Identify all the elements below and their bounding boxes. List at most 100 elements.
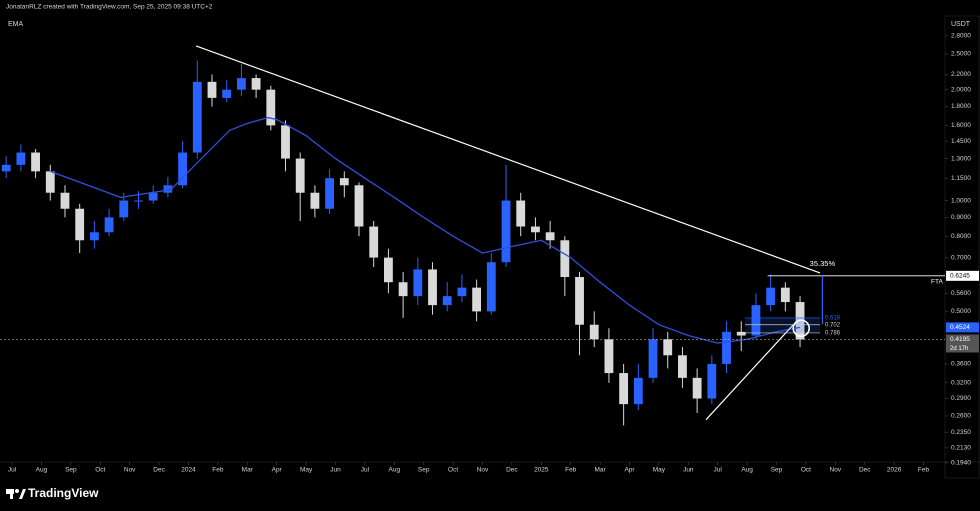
candle-body	[545, 232, 555, 241]
y-tick-label: 0.1940	[951, 460, 971, 467]
brand: TradingView	[28, 486, 99, 500]
candle-body	[766, 287, 776, 306]
candle-body	[31, 152, 40, 172]
y-tick-label: 2.5000	[951, 51, 971, 58]
y-tick-label: 0.5600	[951, 290, 971, 297]
ema-price-label-box	[946, 322, 979, 333]
candle-body	[236, 78, 246, 90]
y-tick-label: 0.2350	[951, 429, 971, 436]
logo-part	[10, 489, 13, 499]
countdown-box	[946, 344, 979, 353]
x-tick-label: Jun	[330, 467, 341, 474]
x-tick-label: Sep	[418, 467, 430, 474]
candle-body	[633, 377, 643, 405]
candle-body	[163, 185, 173, 193]
x-tick-label: Oct	[448, 467, 458, 474]
candle-body	[663, 339, 673, 356]
x-tick-label: Aug	[741, 467, 753, 474]
x-tick-label: Dec	[153, 467, 165, 474]
x-tick-label: Nov	[477, 467, 489, 474]
candle-body	[104, 217, 114, 233]
x-tick-label: Feb	[565, 467, 577, 474]
candle-body	[442, 296, 452, 306]
candle-body	[648, 339, 658, 378]
candle-body	[736, 331, 746, 336]
candle-body	[413, 269, 423, 297]
candle-body	[369, 226, 379, 258]
candle-body	[501, 200, 511, 263]
candle-body	[339, 178, 349, 186]
fib-label: 0.786	[825, 331, 841, 337]
x-tick-label: Mar	[242, 467, 254, 474]
x-tick-label: Aug	[389, 467, 401, 474]
last-price-label-box	[946, 334, 979, 345]
x-tick-label: 2025	[534, 467, 549, 474]
y-tick-label: 0.2900	[951, 395, 971, 402]
x-tick-label: Aug	[36, 467, 48, 474]
y-tick-label: 1.3000	[951, 155, 971, 162]
candle-body	[398, 282, 408, 297]
x-tick-label: Jul	[8, 467, 17, 474]
x-tick-label: Apr	[624, 467, 635, 474]
y-tick-label: 0.3600	[951, 361, 971, 368]
candle-body	[486, 262, 496, 312]
x-tick-label: Nov	[124, 467, 136, 474]
candle-body	[1, 164, 11, 172]
y-tick-label: 1.0000	[951, 197, 971, 204]
attribution: JonatanRLZ created with TradingView.com,…	[6, 4, 213, 11]
y-tick-label: 0.9000	[951, 214, 971, 221]
candle-body	[45, 171, 55, 193]
y-tick-label: 1.8000	[951, 103, 971, 110]
candle-body	[281, 125, 290, 159]
logo	[6, 489, 26, 499]
y-tick-label: 0.8000	[951, 233, 971, 240]
indicator-legend: EMA	[8, 21, 24, 28]
trendline	[195, 45, 821, 274]
x-tick-label: May	[300, 467, 313, 474]
candle-body	[692, 377, 702, 399]
ema-line	[50, 116, 801, 344]
fta-price-label-box	[946, 270, 979, 281]
candle-body	[251, 78, 261, 90]
y-tick-label: 0.2600	[951, 413, 971, 420]
y-tick-label: 1.6000	[951, 122, 971, 129]
candle-body	[119, 200, 129, 218]
x-tick-label: Feb	[918, 467, 930, 474]
y-tick-label: 2.8000	[951, 33, 971, 40]
candle-body	[178, 152, 188, 186]
logo-part	[19, 489, 26, 499]
price-axis	[944, 15, 980, 479]
ema-price-label: 0.4524	[950, 324, 970, 331]
x-tick-label: Oct	[801, 467, 811, 474]
candle-body	[722, 331, 731, 364]
x-tick-label: Jun	[683, 467, 694, 474]
candle-body	[295, 158, 305, 193]
candle-body	[604, 339, 614, 374]
y-tick-label: 2.0000	[951, 86, 971, 93]
candle-body	[310, 192, 320, 209]
y-tick-label: 1.4500	[951, 138, 971, 145]
fib-label: 0.618	[825, 316, 841, 322]
candle-body	[619, 373, 629, 405]
currency: USDT	[951, 21, 971, 28]
countdown: 2d 17h	[950, 346, 968, 352]
x-tick-label: Feb	[212, 467, 224, 474]
y-tick-label: 1.1500	[951, 175, 971, 182]
y-tick-label: 0.2130	[951, 445, 971, 452]
x-tick-label: Sep	[771, 467, 783, 474]
x-tick-label: May	[653, 467, 666, 474]
x-tick-label: Jul	[361, 467, 370, 474]
y-tick-label: 0.5000	[951, 308, 971, 315]
y-tick-label: 0.7000	[951, 254, 971, 261]
x-tick-label: 2026	[887, 467, 902, 474]
logo-part	[15, 489, 19, 493]
candle-body	[428, 269, 437, 306]
candle-body	[354, 185, 364, 227]
x-tick-label: Mar	[595, 467, 607, 474]
x-tick-label: Jul	[714, 467, 723, 474]
candle-body	[516, 200, 526, 227]
y-tick-label: 2.2000	[951, 71, 971, 78]
fta-price-label: 0.6245	[950, 273, 970, 280]
fib-label: 0.702	[825, 322, 841, 328]
